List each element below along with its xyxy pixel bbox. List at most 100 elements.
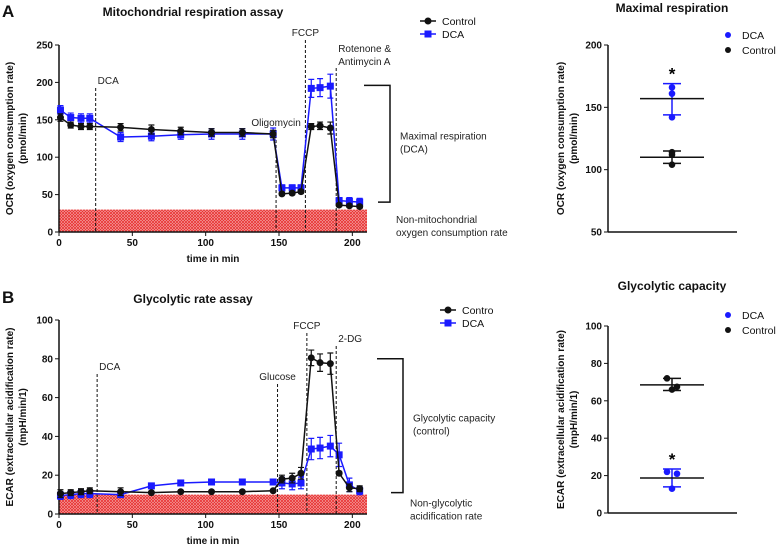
data-point <box>208 129 216 137</box>
injection-label: DCA <box>99 362 120 373</box>
y-tick-label: 200 <box>585 41 602 52</box>
data-point <box>278 190 286 198</box>
data-point <box>316 122 324 130</box>
legend-label: DCA <box>442 29 464 41</box>
data-point <box>147 489 155 497</box>
baseline-band-label: Non-mitochondrial <box>396 215 477 226</box>
glycolytic-capacity-chart: Glycolytic capacity 0 20 40 60 80 100 ECAR (ext… <box>556 279 776 520</box>
data-point <box>278 475 286 483</box>
y-tick-label: 20 <box>591 471 603 482</box>
maximal-respiration-chart: Maximal respiration 50 100 150 200 OCR (oxyge… <box>556 1 776 239</box>
data-point <box>208 478 216 486</box>
x-axis-label: time in min <box>187 254 240 265</box>
legend-label: DCA <box>462 318 484 330</box>
data-point <box>326 360 334 368</box>
legend-label: DCA <box>742 310 764 322</box>
x-tick-label: 200 <box>344 238 361 249</box>
data-point <box>147 482 155 490</box>
data-point-dca <box>668 84 676 91</box>
y-axis-label: ECAR (extracellular acidification rate) <box>5 328 16 507</box>
panel-letter-b: B <box>2 288 14 307</box>
data-point <box>335 201 343 209</box>
chart-title: Mitochondrial respiration assay <box>103 5 284 19</box>
x-tick-label: 100 <box>197 238 214 249</box>
baseline-band <box>59 494 367 514</box>
mitochondrial-respiration-chart: Mitochondrial respiration assay Non-mitoc… <box>5 5 508 265</box>
data-point <box>335 469 343 477</box>
legend-marker <box>725 327 731 333</box>
injection-label: Antimycin A <box>338 57 391 68</box>
bracket-label: (control) <box>413 427 450 438</box>
y-tick-label: 100 <box>36 153 53 164</box>
data-point <box>288 480 296 488</box>
significance-marker: * <box>669 65 676 84</box>
x-axis-label: time in min <box>187 536 240 547</box>
legend-marker <box>725 47 731 53</box>
data-point <box>147 132 155 140</box>
data-point <box>356 485 364 493</box>
data-point <box>326 442 334 450</box>
x-tick-label: 200 <box>344 520 361 531</box>
data-point <box>316 359 324 367</box>
y-tick-label: 50 <box>591 228 603 239</box>
data-point-control <box>663 375 671 382</box>
y-axis-label: (pmol/min) <box>569 113 580 164</box>
data-point <box>56 490 64 498</box>
legend-label: DCA <box>742 30 764 42</box>
baseline-band-label: oxygen consumption rate <box>396 228 508 239</box>
data-point <box>269 487 277 495</box>
data-point <box>77 114 85 122</box>
data-point <box>269 478 277 486</box>
bracket-label: Maximal respiration <box>400 132 487 143</box>
data-point <box>356 203 364 211</box>
significance-marker: * <box>669 450 676 469</box>
injection-label: Oligomycin <box>251 118 300 129</box>
y-tick-label: 60 <box>42 393 54 404</box>
y-tick-label: 60 <box>591 396 603 407</box>
data-point-control <box>673 383 681 391</box>
data-point <box>238 488 246 496</box>
data-point <box>238 129 246 137</box>
baseline-band <box>59 209 367 232</box>
data-point <box>316 84 324 92</box>
data-point <box>77 488 85 496</box>
y-tick-label: 0 <box>47 228 53 239</box>
data-point <box>177 488 185 496</box>
data-point-dca <box>668 485 676 492</box>
x-tick-label: 100 <box>197 520 214 531</box>
data-point-control <box>668 386 676 393</box>
legend-marker <box>444 319 452 327</box>
data-point <box>297 188 305 196</box>
panel-letter-a: A <box>2 2 14 21</box>
data-point <box>278 184 286 192</box>
series-line-dca <box>60 445 361 497</box>
legend-marker <box>725 32 731 38</box>
y-tick-label: 100 <box>36 316 53 327</box>
data-point <box>56 106 64 114</box>
data-point <box>326 82 334 90</box>
x-tick-label: 0 <box>56 520 62 531</box>
data-point <box>67 121 75 129</box>
y-axis-label: (pmol/min) <box>18 113 29 164</box>
data-point <box>307 123 315 131</box>
data-point <box>177 127 185 135</box>
y-axis-label: (mpH/min/1) <box>569 391 580 449</box>
chart-title: Glycolytic capacity <box>618 279 727 293</box>
data-point <box>356 198 364 206</box>
legend-marker <box>424 30 432 38</box>
data-point <box>117 123 125 131</box>
y-tick-label: 80 <box>591 359 603 370</box>
glycolytic-rate-chart: Glycolytic rate assay Non-glycolytic acidi… <box>5 292 495 547</box>
data-point <box>326 124 334 132</box>
y-axis-label: OCR (oxygen consumption rate) <box>5 62 16 215</box>
injection-label: DCA <box>98 76 119 87</box>
data-point <box>269 130 277 138</box>
y-tick-label: 50 <box>42 190 54 201</box>
y-tick-label: 100 <box>585 322 602 333</box>
x-tick-label: 50 <box>127 238 139 249</box>
data-point <box>345 484 353 492</box>
data-point <box>77 123 85 131</box>
legend-marker <box>424 17 432 25</box>
x-tick-label: 50 <box>127 520 139 531</box>
y-axis-label: OCR (oxygen consumption rate) <box>556 62 567 215</box>
